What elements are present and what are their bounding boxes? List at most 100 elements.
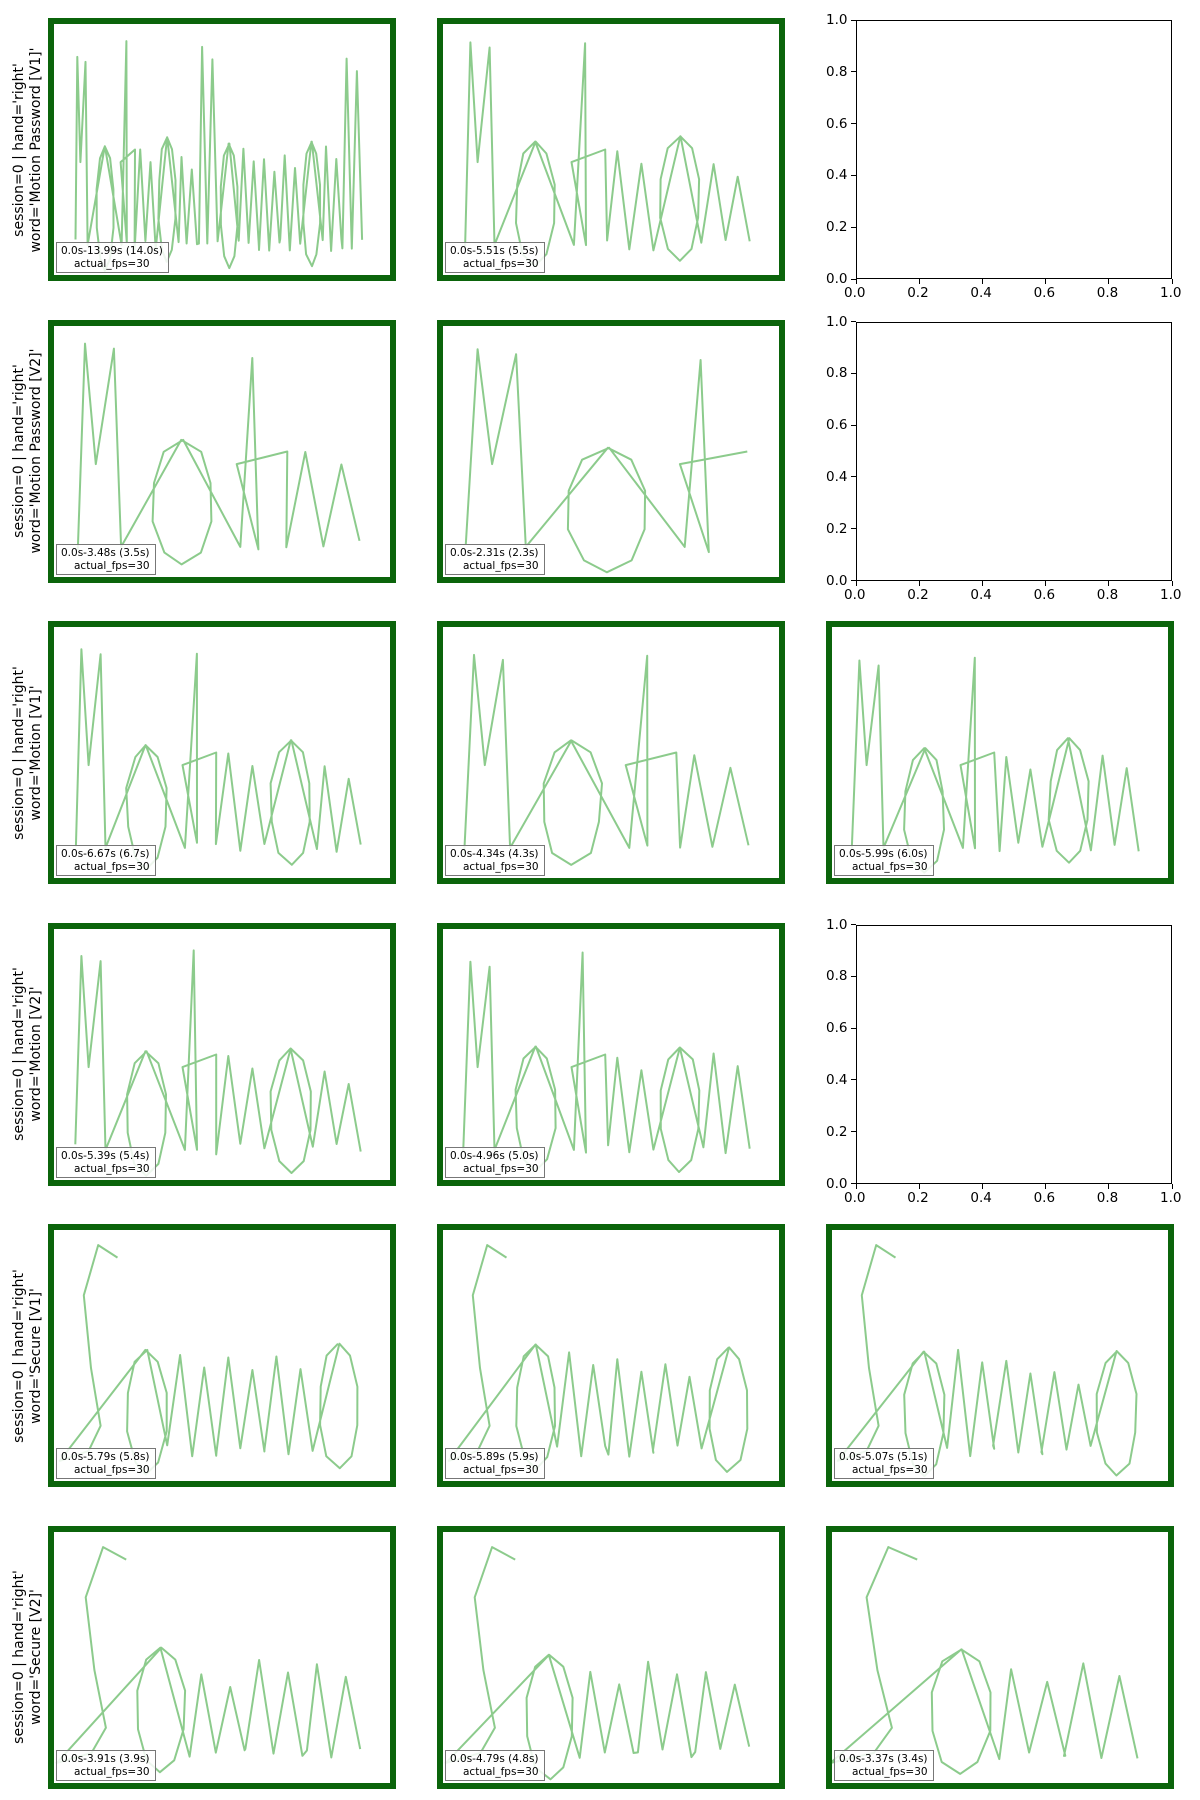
handwriting-trace: [58, 1244, 359, 1476]
trace-path: [464, 347, 748, 573]
y-tick: [851, 226, 856, 228]
fps-label: actual_fps=30: [852, 1464, 928, 1476]
y-tick-label: 0.2: [826, 1123, 848, 1140]
fps-label: actual_fps=30: [463, 559, 539, 572]
trace-panel: 0.0s-5.51s (5.5s) actual_fps=30: [437, 18, 785, 281]
x-tick-label: 0.2: [907, 1189, 929, 1206]
time-range-box: 0.0s-6.67s (6.7s) actual_fps=30: [56, 845, 156, 876]
time-range-label: 0.0s-3.48s (3.5s): [61, 546, 150, 559]
time-range-label: 0.0s-4.96s (5.0s): [450, 1149, 539, 1162]
y-tick-label: 1.0: [826, 916, 848, 933]
time-range-label: 0.0s-6.67s (6.7s): [61, 848, 150, 860]
x-tick: [1108, 279, 1110, 284]
trace-panel: 0.0s-4.79s (4.8s) actual_fps=30: [437, 1525, 785, 1789]
trace-panel: 0.0s-13.99s (14.0s) actual_fps=30: [48, 18, 396, 281]
axes-frame: [856, 20, 1172, 279]
x-tick-label: 0.0: [844, 285, 866, 301]
trace-path: [444, 1545, 751, 1780]
x-tick: [1045, 279, 1047, 284]
time-range-box: 0.0s-4.34s (4.3s) actual_fps=30: [445, 845, 545, 876]
y-tick: [851, 19, 856, 21]
x-tick: [855, 1183, 857, 1189]
time-range-box: 0.0s-5.07s (5.1s) actual_fps=30: [834, 1448, 934, 1479]
row-label: session=0 | hand='right' word='Motion [V2…: [11, 934, 45, 1174]
handwriting-trace: [74, 948, 362, 1177]
trace-panel: 0.0s-4.34s (4.3s) actual_fps=30: [437, 621, 785, 884]
x-tick-label: 0.6: [1033, 285, 1056, 301]
y-tick-label: 0.8: [826, 968, 848, 985]
time-range-box: 0.0s-5.89s (5.9s) actual_fps=30: [445, 1448, 545, 1479]
y-tick: [851, 528, 856, 530]
trace-path: [462, 951, 751, 1173]
trace-panel: 0.0s-5.39s (5.4s) actual_fps=30: [48, 922, 396, 1186]
handwriting-trace: [463, 653, 750, 866]
row-label: session=0 | hand='right' word='Motion Pas…: [11, 331, 45, 571]
fps-label: actual_fps=30: [74, 258, 150, 270]
x-tick: [918, 1183, 920, 1189]
row-label-session: session=0 | hand='right': [11, 1570, 27, 1744]
x-tick: [1108, 1183, 1110, 1189]
handwriting-trace: [836, 1244, 1138, 1478]
time-range-label: 0.0s-2.31s (2.3s): [450, 546, 539, 559]
x-tick: [981, 1183, 983, 1189]
y-tick: [851, 123, 856, 125]
y-tick: [851, 321, 856, 322]
time-range-label: 0.0s-3.37s (3.4s): [839, 1752, 928, 1765]
y-tick: [851, 1183, 856, 1184]
axes-frame: [856, 924, 1172, 1184]
row-label-session: session=0 | hand='right': [11, 967, 27, 1141]
handwriting-trace: [832, 1545, 1139, 1775]
x-tick: [918, 279, 920, 284]
y-tick: [851, 580, 856, 581]
fps-label: actual_fps=30: [463, 861, 539, 873]
handwriting-trace: [464, 41, 751, 268]
fps-label: actual_fps=30: [852, 861, 928, 873]
x-tick-label: 0.6: [1033, 586, 1056, 603]
time-range-box: 0.0s-4.79s (4.8s) actual_fps=30: [445, 1749, 545, 1781]
y-tick: [851, 476, 856, 478]
x-tick: [1045, 580, 1047, 586]
x-tick: [1108, 580, 1110, 586]
axes-frame: [856, 321, 1172, 581]
y-tick: [851, 1131, 856, 1133]
y-tick-label: 0.8: [826, 365, 848, 382]
x-tick: [1045, 1183, 1047, 1189]
time-range-label: 0.0s-5.99s (6.0s): [839, 848, 928, 860]
fps-label: actual_fps=30: [74, 1162, 150, 1175]
y-tick-label: 0.6: [826, 115, 848, 132]
time-range-box: 0.0s-3.91s (3.9s) actual_fps=30: [56, 1749, 156, 1781]
trace-path: [850, 656, 1140, 874]
time-range-label: 0.0s-5.89s (5.9s): [450, 1451, 539, 1463]
trace-path: [74, 40, 364, 272]
trace-path: [55, 1545, 362, 1773]
y-tick: [851, 372, 856, 374]
x-tick-label: 0.8: [1096, 1189, 1119, 1206]
row-label-word: word='Motion Password [V2]': [28, 348, 44, 554]
trace-path: [58, 1244, 359, 1476]
row-label-word: word='Motion Password [V1]': [28, 47, 44, 253]
x-tick: [855, 580, 857, 586]
trace-path: [464, 41, 751, 268]
handwriting-trace: [462, 951, 751, 1173]
fps-label: actual_fps=30: [74, 1464, 150, 1476]
y-tick: [851, 924, 856, 925]
y-tick-label: 0.4: [826, 1071, 848, 1088]
time-range-label: 0.0s-5.39s (5.4s): [61, 1149, 150, 1162]
y-tick-label: 0.0: [826, 572, 848, 589]
time-range-box: 0.0s-4.96s (5.0s) actual_fps=30: [445, 1146, 545, 1178]
x-tick: [981, 279, 983, 284]
time-range-label: 0.0s-4.79s (4.8s): [450, 1752, 539, 1765]
x-tick: [981, 580, 983, 586]
fps-label: actual_fps=30: [463, 1765, 539, 1778]
handwriting-trace: [74, 648, 362, 871]
handwriting-trace: [74, 40, 364, 272]
x-tick-label: 0.0: [844, 1189, 866, 1206]
handwriting-trace: [444, 1545, 751, 1780]
fps-label: actual_fps=30: [74, 559, 150, 572]
time-range-label: 0.0s-13.99s (14.0s): [61, 245, 163, 257]
time-range-label: 0.0s-5.79s (5.8s): [61, 1451, 150, 1463]
trace-path: [463, 653, 750, 866]
time-range-box: 0.0s-13.99s (14.0s) actual_fps=30: [56, 242, 169, 273]
x-tick-label: 0.8: [1096, 285, 1119, 301]
x-tick: [855, 279, 857, 284]
